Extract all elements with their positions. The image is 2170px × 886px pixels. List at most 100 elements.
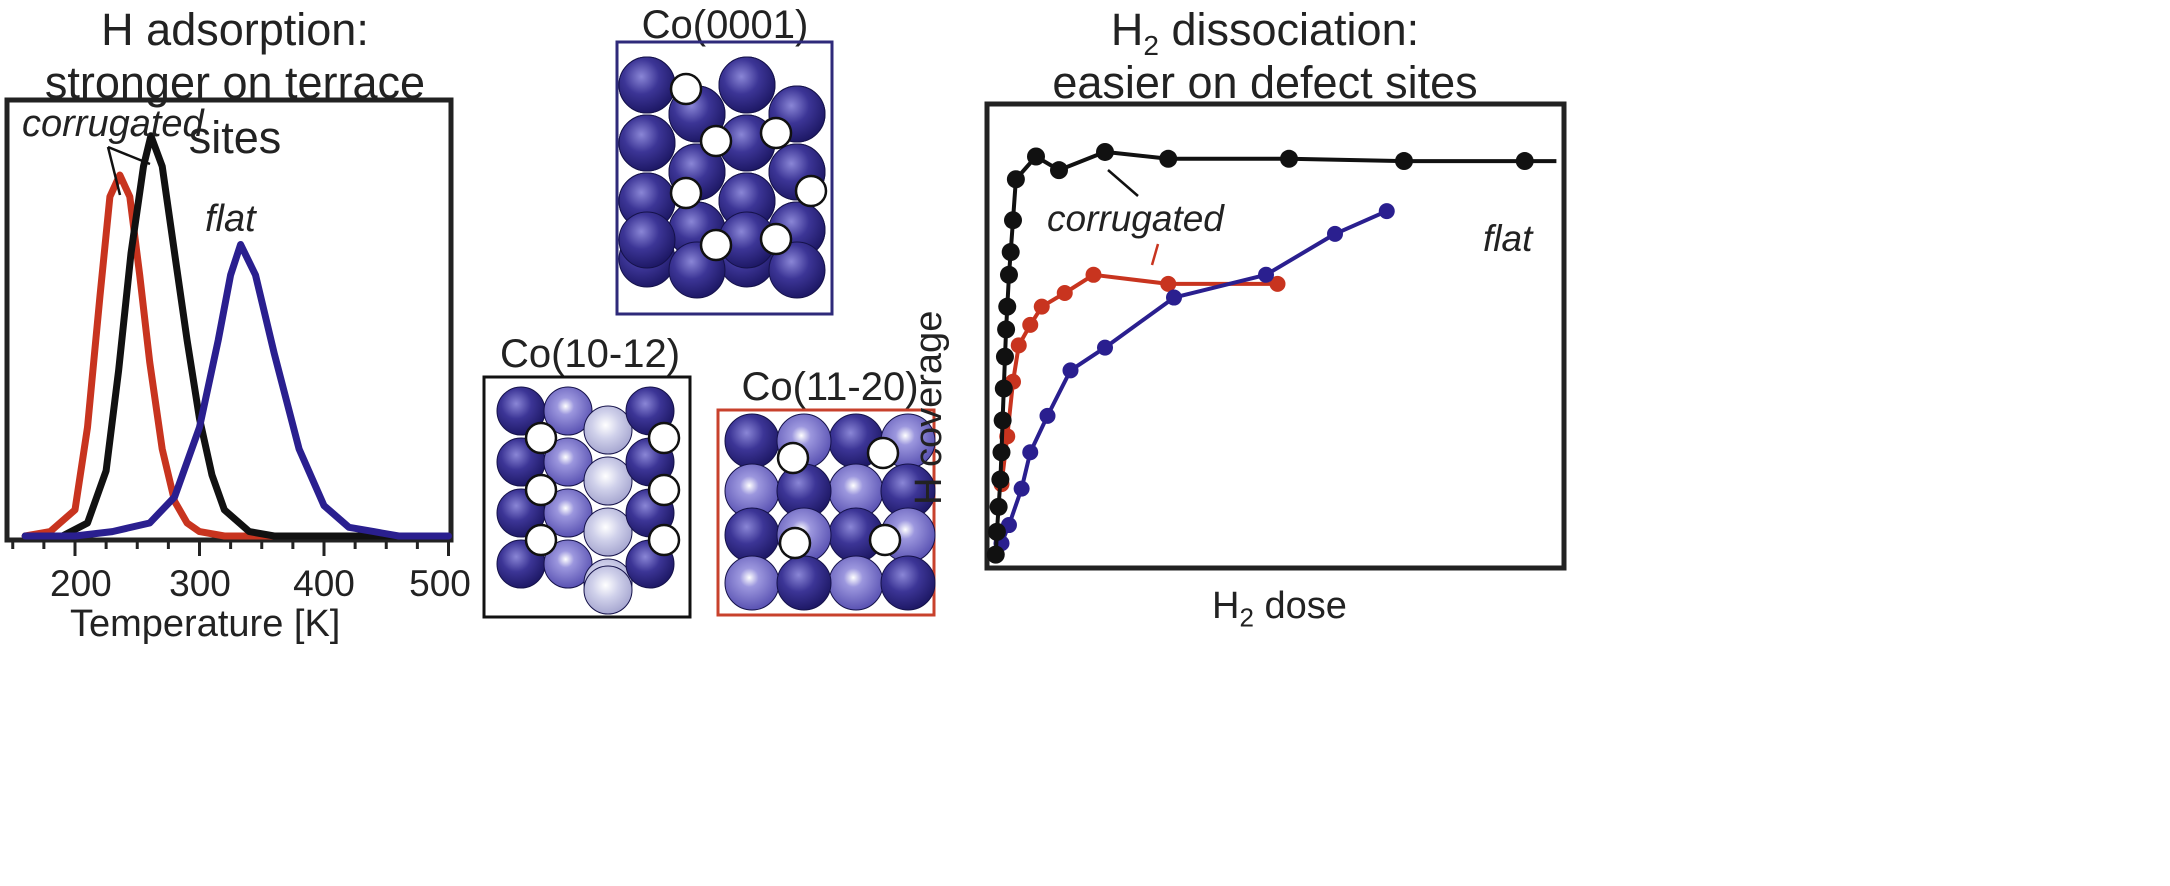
co1120-atoms	[724, 413, 936, 611]
tpd-xtick-500: 500	[409, 563, 471, 604]
uptake-corrugated-pointer-red	[1150, 243, 1160, 266]
co1120-frame	[716, 408, 936, 617]
uptake-series-0-point	[992, 443, 1011, 462]
uptake-series-0-point	[987, 522, 1006, 541]
tpd-frame	[4, 97, 454, 543]
corrugated-pointer-red	[106, 146, 122, 196]
uptake-series-1-point	[1085, 266, 1102, 283]
co1012-atom	[543, 539, 593, 589]
tpd-xtick-400: 400	[293, 563, 355, 604]
co1012-atom	[583, 405, 633, 455]
uptake-flat-label: flat	[1483, 218, 1533, 259]
co0001-atom	[618, 211, 676, 269]
uptake-series-0-point	[1006, 170, 1025, 189]
uptake-series-0-point	[1096, 142, 1114, 161]
co0001-h-atom	[699, 228, 733, 262]
uptake-series-2-point	[1039, 407, 1056, 424]
right-title-h: H	[1110, 4, 1144, 55]
co0001-atoms	[618, 56, 828, 299]
uptake-series-1-point	[1022, 316, 1039, 333]
left-title-line1: H adsorption:	[101, 4, 369, 55]
tpd-xtick-300: 300	[169, 563, 231, 604]
right-title-rest: dissociation:	[1158, 4, 1420, 55]
uptake-series-2-point	[1327, 225, 1343, 242]
tpd-series-group	[21, 132, 452, 540]
uptake-series-0-point	[986, 545, 1005, 564]
uptake-frame	[984, 101, 1567, 571]
right-title-sub: 2	[1143, 30, 1159, 61]
co1012-atom	[583, 507, 633, 557]
right-title-line2: easier on defect sites	[1052, 57, 1478, 108]
co0001-h-atom	[699, 124, 733, 158]
uptake-series-2-point	[1378, 203, 1395, 220]
uptake-series-0-point	[1050, 161, 1068, 180]
uptake-series-0-point	[997, 320, 1016, 339]
uptake-corrugated-label: corrugated	[1047, 198, 1224, 239]
uptake-series-2-point	[1062, 362, 1079, 379]
co0001-h-atom	[669, 72, 703, 106]
co0001-atom	[768, 241, 826, 299]
co0001-atom	[718, 56, 776, 114]
uptake-series-0-point	[994, 379, 1013, 398]
co0001-h-atom	[794, 174, 828, 208]
co1012-h-atom	[524, 473, 558, 507]
co1012-label: Co(10-12)	[499, 332, 681, 376]
uptake-series-1-point	[1269, 275, 1286, 292]
uptake-xlabel: H2 dose	[1212, 585, 1347, 634]
uptake-series-0-point	[1515, 152, 1534, 171]
uptake-xlabel-h: H	[1212, 585, 1240, 627]
co1012-atom	[543, 488, 593, 538]
uptake-series-0-point	[993, 411, 1012, 430]
tpd-xlabel: Temperature [K]	[70, 603, 341, 645]
uptake-series-0-point	[1027, 147, 1045, 166]
uptake-series-2-point	[1022, 444, 1039, 461]
co0001-h-atom	[759, 222, 793, 256]
tpd-series-2-line	[21, 241, 452, 540]
uptake-xlabel-rest: dose	[1253, 585, 1347, 627]
co1120-h-atom	[778, 526, 812, 560]
co1120-label: Co(11-20)	[741, 365, 919, 409]
uptake-series-1-line	[999, 272, 1278, 485]
tpd-corrugated-label: corrugated	[22, 103, 204, 145]
uptake-ylabel: H coverage	[908, 310, 950, 505]
co1012-atom	[543, 437, 593, 487]
right-title-line1: H2 dissociation:	[1000, 2, 1530, 73]
uptake-series-0-point	[999, 265, 1018, 284]
uptake-series-0-point	[995, 347, 1014, 366]
uptake-corrugated-pointer	[1107, 169, 1139, 197]
uptake-series-2-point	[1258, 266, 1274, 283]
co1012-h-atom	[524, 421, 558, 455]
uptake-series-0-point	[989, 497, 1008, 516]
uptake-series-2-point	[1166, 289, 1182, 306]
co1012-h-atom	[647, 421, 681, 455]
co1120-atom	[880, 555, 936, 611]
uptake-series-1-point	[1010, 337, 1027, 354]
uptake-series-1-point	[1033, 298, 1050, 315]
tpd-x-ticks	[11, 540, 450, 556]
tpd-series-0-line	[21, 171, 452, 540]
uptake-series-0-point	[1159, 149, 1178, 168]
uptake-series-group	[986, 142, 1557, 564]
uptake-series-1-point	[1056, 285, 1073, 301]
corrugated-pointer-black	[107, 145, 151, 166]
tpd-flat-label: flat	[205, 198, 256, 240]
uptake-series-1-point	[1160, 275, 1177, 292]
co1120-h-atom	[868, 523, 902, 557]
uptake-series-0-point	[998, 297, 1017, 316]
co1012-atom	[583, 456, 633, 506]
uptake-series-0-point	[1280, 149, 1298, 168]
co1012-frame	[482, 375, 692, 619]
uptake-series-0-point	[991, 470, 1010, 489]
uptake-series-0-point	[1001, 243, 1020, 262]
co0001-h-atom	[759, 116, 793, 150]
co1120-h-atom	[866, 436, 900, 470]
uptake-series-0-point	[1004, 211, 1022, 230]
uptake-series-0-line	[993, 149, 1557, 555]
co1012-atom	[583, 565, 633, 615]
uptake-series-2-line	[999, 209, 1388, 545]
co0001-atom	[618, 114, 676, 172]
co0001-h-atom	[669, 176, 703, 210]
